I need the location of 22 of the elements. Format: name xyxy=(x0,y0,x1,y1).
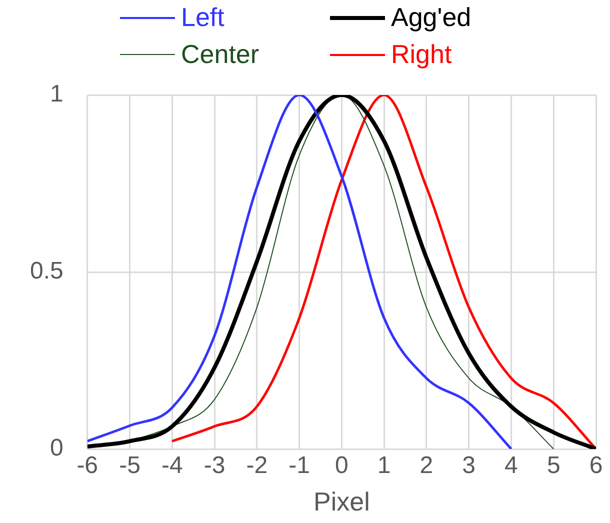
x-tick-label: -4 xyxy=(161,452,183,480)
x-tick-label: 1 xyxy=(377,452,391,480)
legend-label: Center xyxy=(181,39,260,70)
y-tick-label: 0.5 xyxy=(30,258,64,285)
x-tick-label: 5 xyxy=(546,452,560,480)
x-tick-label: 2 xyxy=(420,452,434,480)
x-tick-label: 3 xyxy=(462,452,476,480)
x-axis-title: Pixel xyxy=(314,486,370,517)
x-tick-label: 6 xyxy=(589,452,603,480)
x-tick-label: -1 xyxy=(288,452,310,480)
legend-label: Agg'ed xyxy=(391,2,472,33)
legend-label: Right xyxy=(391,39,452,70)
y-tick-label: 1 xyxy=(50,80,64,108)
x-tick-label: -3 xyxy=(204,452,226,480)
x-tick-label: -2 xyxy=(246,452,268,480)
line-series xyxy=(87,95,596,449)
x-tick-label: 4 xyxy=(504,452,518,480)
legend-label: Left xyxy=(181,2,224,33)
x-tick-label: -6 xyxy=(76,452,98,480)
x-tick-label: -5 xyxy=(119,452,140,480)
y-tick-label: 0 xyxy=(50,434,64,462)
x-tick-label: 0 xyxy=(335,452,348,480)
